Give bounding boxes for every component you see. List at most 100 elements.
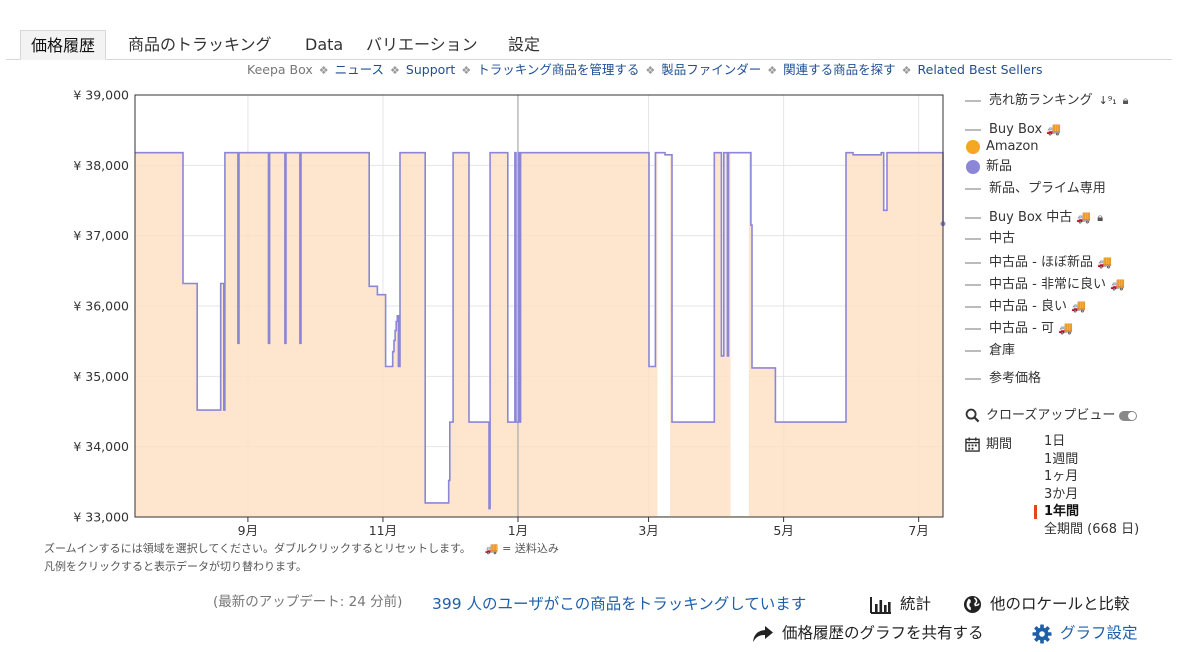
- y-tick-label: ¥ 33,000: [73, 510, 129, 525]
- legend-click-tip: 凡例をクリックすると表示データが切り替わります。: [44, 560, 307, 573]
- legend-dash-icon: [965, 305, 981, 308]
- settings-label: グラフ設定: [1060, 624, 1138, 642]
- legend-dash-icon: [965, 128, 981, 131]
- subnav-related-best-sellers-link[interactable]: Related Best Sellers: [917, 62, 1043, 77]
- legend-dot-icon: [966, 139, 980, 154]
- legend-list-price[interactable]: 参考価格: [965, 370, 1041, 388]
- x-tick-label: 11月: [369, 523, 397, 538]
- closeup-view-toggle[interactable]: クローズアップビュー: [965, 407, 1138, 425]
- legend-dash-icon: [965, 283, 981, 286]
- truck-icon: 🚚: [1070, 299, 1086, 313]
- globe-icon: [963, 595, 982, 614]
- sub-navigation: Keepa Box ❖ ニュース ❖ Support ❖ トラッキング商品を管理する ❖ 製品フ…: [247, 59, 1043, 77]
- legend-label: 参考価格: [989, 371, 1042, 386]
- lock-icon: 🔒︎: [1097, 211, 1104, 224]
- series-line-new: [135, 151, 944, 510]
- legend-label: Amazon: [986, 139, 1039, 154]
- x-tick-label: 9月: [238, 523, 258, 538]
- legend-used[interactable]: 中古: [965, 230, 1015, 248]
- statistics-label: 統計: [900, 595, 932, 613]
- subnav-product-finder-link[interactable]: 製品ファインダー: [661, 62, 762, 77]
- legend-dash-icon: [965, 261, 981, 264]
- legend-used-very-good[interactable]: 中古品 - 非常に良い 🚚: [965, 275, 1125, 293]
- diamond-separator-icon: ❖: [390, 64, 400, 77]
- truck-icon: 🚚: [1109, 277, 1125, 291]
- legend-label: 新品: [986, 159, 1013, 174]
- legend-dash-icon: [965, 216, 981, 219]
- x-tick-label: 5月: [773, 523, 793, 538]
- tab-settings[interactable]: 設定: [508, 35, 541, 54]
- share-arrow-icon: [753, 625, 773, 642]
- legend-label: 新品、プライム専用: [989, 181, 1106, 196]
- tab-variations[interactable]: バリエーション: [366, 35, 478, 54]
- legend-buy-box-used[interactable]: Buy Box 中古 🚚 🔒︎: [965, 208, 1103, 226]
- legend-used-acceptable[interactable]: 中古品 - 可 🚚: [965, 319, 1073, 337]
- diamond-separator-icon: ❖: [767, 64, 778, 77]
- legend-dash-icon: [965, 377, 981, 380]
- series-area-new: [135, 152, 943, 517]
- legend-dot-icon: [966, 159, 980, 174]
- legend-sales-rank[interactable]: 売れ筋ランキング ↓⁹₁ 🔒︎: [965, 92, 1129, 110]
- period-3-months[interactable]: 3か月: [1044, 486, 1079, 502]
- share-label: 価格履歴のグラフを共有する: [782, 624, 984, 642]
- period-1-day[interactable]: 1日: [1044, 434, 1066, 449]
- legend-warehouse[interactable]: 倉庫: [965, 342, 1015, 360]
- chart-fill-gaps: [657, 152, 749, 516]
- legend-new[interactable]: 新品: [965, 158, 1012, 176]
- y-tick-label: ¥ 38,000: [73, 158, 129, 173]
- legend-label: 中古品 - 可: [989, 321, 1054, 336]
- legend-used-like-new[interactable]: 中古品 - ほぼ新品 🚚: [965, 253, 1112, 271]
- truck-icon: 🚚: [1046, 122, 1062, 136]
- y-tick-label: ¥ 35,000: [73, 369, 129, 384]
- gear-icon: [1032, 624, 1052, 643]
- diamond-separator-icon: ❖: [901, 64, 912, 77]
- legend-new-prime[interactable]: 新品、プライム専用: [965, 180, 1106, 198]
- graph-settings-button[interactable]: グラフ設定: [1032, 621, 1138, 644]
- y-tick-label: ¥ 39,000: [73, 88, 129, 103]
- period-1-year[interactable]: 1年間: [1033, 503, 1139, 521]
- share-graph-button[interactable]: 価格履歴のグラフを共有する: [752, 621, 984, 643]
- last-updated: (最新のアップデート: 24 分前): [213, 594, 403, 610]
- legend-buy-box[interactable]: Buy Box 🚚: [965, 120, 1061, 138]
- subnav-news-link[interactable]: ニュース: [334, 62, 385, 77]
- bar-chart-icon: [870, 596, 891, 614]
- legend-label: 倉庫: [989, 343, 1016, 358]
- closeup-label: クローズアップビュー: [986, 408, 1116, 423]
- period-label: 期間: [965, 433, 1012, 452]
- statistics-button[interactable]: 統計: [870, 592, 931, 614]
- tab-price-history[interactable]: 価格履歴: [20, 30, 107, 60]
- period-1-week[interactable]: 1週間: [1044, 451, 1079, 467]
- x-tick-label: 3月: [638, 523, 658, 538]
- legend-label: Buy Box: [989, 122, 1043, 137]
- diamond-separator-icon: ❖: [645, 64, 656, 77]
- chart-area-fill: [135, 152, 943, 517]
- x-tick-label: 1月: [508, 523, 528, 538]
- period-all-time[interactable]: 全期間 (668 日): [1044, 521, 1140, 537]
- calendar-icon: [965, 437, 980, 452]
- legend-dash-icon: [965, 327, 981, 330]
- tab-data[interactable]: Data: [305, 35, 344, 54]
- subnav-support-link[interactable]: Support: [405, 62, 456, 77]
- legend-label: 中古: [989, 231, 1016, 246]
- price-history-chart[interactable]: ¥ 39,000 ¥ 38,000 ¥ 37,000 ¥ 36,000 ¥ 35,000…: [0, 80, 960, 540]
- legend-label: 売れ筋ランキング: [989, 93, 1093, 108]
- zoom-instruction: ズームインするには領域を選択してください。ダブルクリックするとリセットします。 🚚…: [44, 542, 559, 555]
- sort-numeric-icon[interactable]: ↓⁹₁: [1098, 94, 1117, 107]
- tab-product-tracking[interactable]: 商品のトラッキング: [128, 35, 272, 54]
- subnav-manage-tracking-link[interactable]: トラッキング商品を管理する: [477, 62, 640, 77]
- subnav-related-products-link[interactable]: 関連する商品を探す: [783, 62, 896, 77]
- y-tick-label: ¥ 36,000: [73, 299, 129, 314]
- toggle-switch[interactable]: [1119, 410, 1138, 421]
- period-text: 期間: [986, 437, 1013, 452]
- compare-locales-button[interactable]: 他のロケールと比較: [963, 592, 1130, 614]
- subnav-keepa-box: Keepa Box: [247, 62, 313, 77]
- plot-border: [134, 94, 944, 518]
- tracking-users-link[interactable]: 399 人のユーザがこの商品をトラッキングしています: [432, 595, 807, 613]
- legend-dash-icon: [965, 237, 981, 240]
- legend-dash-icon: [965, 187, 981, 190]
- period-1-month[interactable]: 1ヶ月: [1044, 469, 1079, 484]
- chart-y-axis: ¥ 39,000 ¥ 38,000 ¥ 37,000 ¥ 36,000 ¥ 35,000…: [73, 88, 129, 525]
- legend-amazon[interactable]: Amazon: [965, 138, 1039, 156]
- y-tick-label: ¥ 34,000: [73, 439, 129, 454]
- legend-used-good[interactable]: 中古品 - 良い 🚚: [965, 297, 1086, 315]
